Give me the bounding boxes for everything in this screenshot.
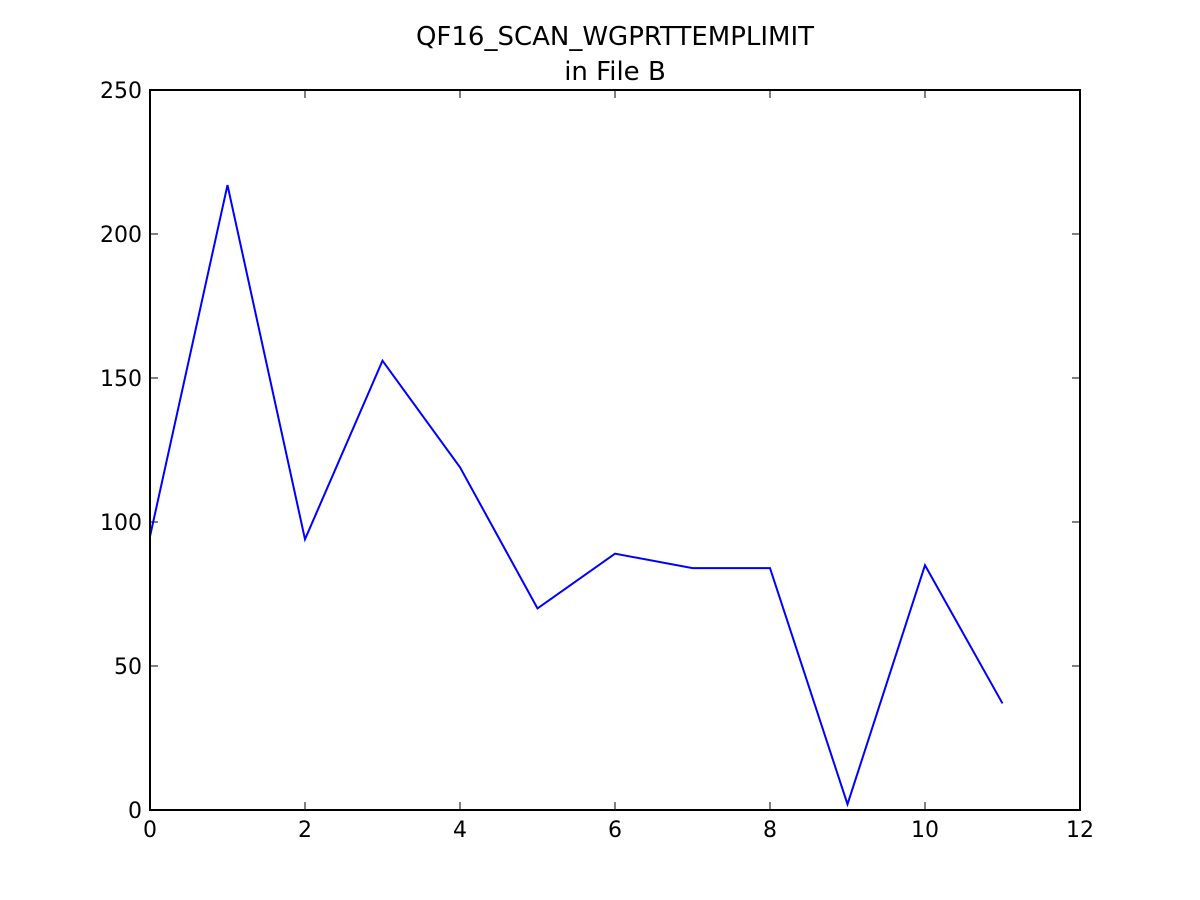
x-tick-label: 10 bbox=[911, 818, 939, 843]
chart-title: QF16_SCAN_WGPRTTEMPLIMIT bbox=[416, 22, 814, 52]
y-tick-label: 0 bbox=[128, 799, 142, 824]
x-tick-label: 2 bbox=[298, 818, 312, 843]
x-tick-label: 6 bbox=[608, 818, 622, 843]
y-tick-label: 50 bbox=[114, 655, 142, 680]
y-tick-label: 250 bbox=[100, 79, 142, 104]
x-tick-label: 4 bbox=[453, 818, 467, 843]
x-tick-label: 12 bbox=[1066, 818, 1094, 843]
y-tick-label: 100 bbox=[100, 511, 142, 536]
y-tick-label: 150 bbox=[100, 367, 142, 392]
x-tick-label: 8 bbox=[763, 818, 777, 843]
y-tick-label: 200 bbox=[100, 223, 142, 248]
x-tick-label: 0 bbox=[143, 818, 157, 843]
plot-frame bbox=[149, 89, 1081, 811]
chart-subtitle: in File B bbox=[564, 57, 666, 87]
line bbox=[149, 184, 1004, 808]
